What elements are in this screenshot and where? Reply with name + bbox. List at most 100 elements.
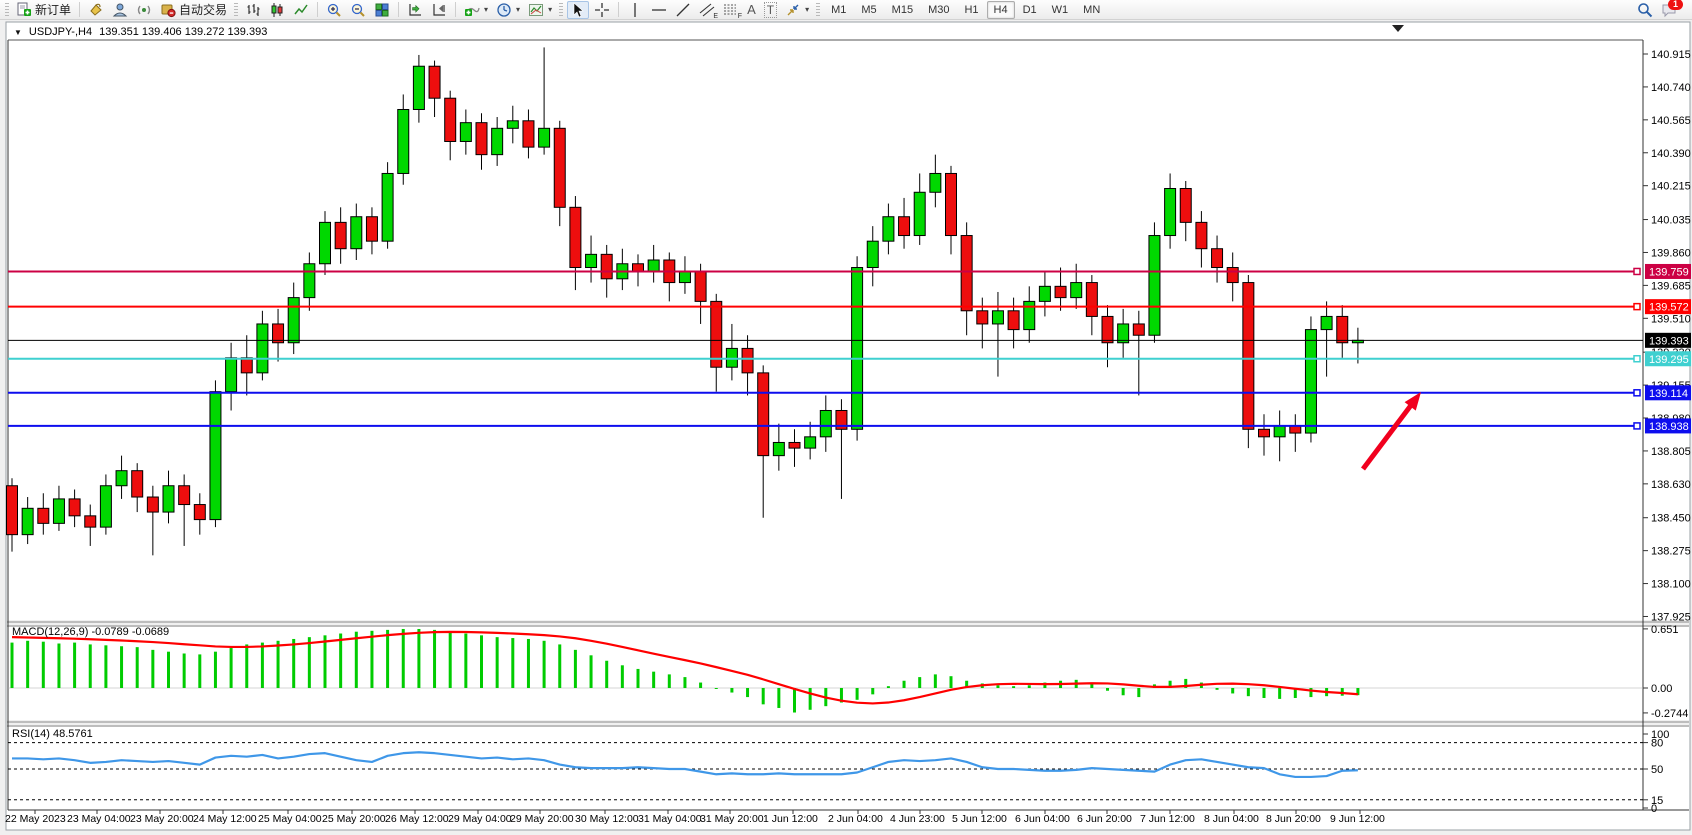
macd-histogram-bar bbox=[1356, 688, 1360, 696]
candle-bearish bbox=[444, 97, 457, 142]
macd-histogram-bar bbox=[1215, 688, 1219, 690]
macd-histogram-bar bbox=[323, 635, 327, 688]
macd-histogram-bar bbox=[714, 688, 718, 689]
bar-chart-mode-button[interactable] bbox=[242, 1, 264, 19]
candle-bearish bbox=[1211, 248, 1224, 269]
toolbar-grip[interactable] bbox=[5, 2, 9, 17]
periods-button[interactable]: ▾ bbox=[493, 1, 523, 19]
candle-bullish bbox=[381, 172, 394, 242]
macd-panel[interactable]: 0.651 0.00 -0.2744 bbox=[8, 624, 1688, 720]
styler-button[interactable] bbox=[85, 1, 107, 19]
panel-separator[interactable] bbox=[7, 720, 1689, 727]
macd-histogram-bar bbox=[777, 688, 781, 708]
community-button[interactable] bbox=[109, 1, 131, 19]
toolbar-grip[interactable] bbox=[234, 2, 239, 17]
time-axis-label: 4 Jun 23:00 bbox=[890, 813, 945, 825]
price-level-box bbox=[1645, 332, 1691, 348]
candle-bullish bbox=[1070, 282, 1083, 299]
candle-bearish bbox=[365, 216, 378, 242]
new-order-button[interactable]: 新订单 bbox=[13, 0, 74, 19]
macd-histogram-bar bbox=[558, 644, 562, 688]
zoom-out-button[interactable] bbox=[347, 1, 369, 19]
search-icon[interactable] bbox=[1637, 2, 1653, 18]
macd-histogram-bar bbox=[511, 638, 515, 688]
chart-shift-button[interactable] bbox=[428, 1, 450, 19]
crosshair-tool-button[interactable] bbox=[591, 1, 613, 19]
macd-histogram-bar bbox=[229, 648, 233, 688]
rsi-axis-label: 50 bbox=[1651, 764, 1663, 776]
candle-bullish bbox=[209, 391, 222, 521]
macd-histogram-bar bbox=[57, 643, 61, 688]
vertical-line-tool-button[interactable] bbox=[624, 1, 646, 19]
tf-button-h1[interactable]: H1 bbox=[964, 3, 979, 16]
tile-windows-button[interactable] bbox=[371, 1, 393, 19]
arrow-head bbox=[1404, 392, 1421, 411]
level-endpoint-marker[interactable] bbox=[1633, 355, 1641, 363]
indicators-button[interactable]: ▾ bbox=[461, 1, 491, 19]
channel-tool-button[interactable]: E bbox=[696, 1, 718, 20]
text-label-tool-button[interactable]: T bbox=[761, 1, 780, 19]
macd-histogram-bar bbox=[135, 647, 139, 688]
tf-button-h4[interactable]: H4 bbox=[986, 0, 1015, 19]
candle-bearish bbox=[1258, 428, 1270, 438]
candlestick-mode-button[interactable] bbox=[266, 1, 288, 19]
tf-button-w1[interactable]: W1 bbox=[1051, 3, 1069, 16]
trendline-tool-button[interactable] bbox=[672, 1, 694, 19]
signals-button[interactable] bbox=[133, 1, 155, 19]
tf-button-m15[interactable]: M15 bbox=[891, 3, 914, 16]
candle-bullish bbox=[412, 65, 425, 110]
level-endpoint-marker[interactable] bbox=[1633, 422, 1641, 430]
auto-scroll-button[interactable] bbox=[404, 1, 426, 19]
toolbar-grip[interactable] bbox=[559, 2, 564, 17]
arrows-tool-button[interactable]: ▾ bbox=[782, 1, 812, 19]
candle-bullish bbox=[1023, 300, 1036, 331]
line-chart-mode-button[interactable] bbox=[290, 1, 312, 19]
macd-histogram-bar bbox=[120, 646, 124, 688]
macd-histogram-bar bbox=[808, 688, 812, 710]
macd-histogram-bar bbox=[871, 688, 875, 695]
macd-histogram-bar bbox=[793, 688, 796, 713]
candle-bullish bbox=[1117, 323, 1130, 344]
candle-bearish bbox=[240, 357, 253, 374]
macd-histogram-bar bbox=[1137, 688, 1141, 698]
chart-shift-icon bbox=[433, 3, 446, 16]
fibonacci-tool-button[interactable]: F bbox=[720, 1, 742, 20]
chart-collapse-icon[interactable]: ▼ bbox=[14, 27, 22, 37]
time-axis-label: 8 Jun 04:00 bbox=[1204, 813, 1259, 825]
tf-button-m30[interactable]: M30 bbox=[928, 3, 950, 16]
macd-histogram-bar bbox=[761, 688, 765, 705]
templates-button[interactable]: ▾ bbox=[525, 1, 555, 19]
cursor-tool-button[interactable] bbox=[567, 0, 590, 19]
toolbar-separator bbox=[398, 2, 400, 17]
macd-histogram-bar bbox=[683, 677, 687, 688]
toolbar-grip[interactable] bbox=[816, 2, 821, 17]
auto-trading-button[interactable]: 自动交易 bbox=[157, 0, 230, 19]
panel-separator[interactable] bbox=[7, 620, 1689, 627]
level-endpoint-marker[interactable] bbox=[1633, 302, 1641, 311]
macd-histogram-bar bbox=[448, 631, 452, 688]
macd-histogram-bar bbox=[88, 644, 92, 688]
macd-histogram-bar bbox=[182, 653, 186, 688]
level-endpoint-marker[interactable] bbox=[1633, 389, 1641, 397]
tf-button-m5[interactable]: M5 bbox=[861, 3, 877, 16]
tf-button-mn[interactable]: MN bbox=[1083, 3, 1101, 16]
zoom-in-button[interactable] bbox=[323, 1, 345, 19]
tf-button-m1[interactable]: M1 bbox=[831, 3, 847, 16]
candle-bullish bbox=[851, 267, 864, 430]
macd-histogram-bar bbox=[949, 676, 953, 688]
macd-histogram-bar bbox=[1340, 688, 1344, 696]
text-tool-button[interactable]: A bbox=[744, 1, 759, 18]
level-endpoint-marker[interactable] bbox=[1633, 267, 1641, 276]
arrow-annotation[interactable] bbox=[1361, 392, 1421, 471]
time-axis-label: 6 Jun 04:00 bbox=[1015, 813, 1070, 825]
horizontal-line-tool-button[interactable] bbox=[648, 1, 670, 19]
candle-bullish bbox=[866, 240, 879, 269]
notifications-button[interactable]: 1 bbox=[1661, 0, 1683, 18]
chart-shift-marker-icon[interactable] bbox=[1392, 25, 1404, 32]
tf-button-d1[interactable]: D1 bbox=[1022, 3, 1037, 16]
candle-bearish bbox=[600, 253, 613, 280]
macd-histogram-bar bbox=[104, 645, 108, 688]
